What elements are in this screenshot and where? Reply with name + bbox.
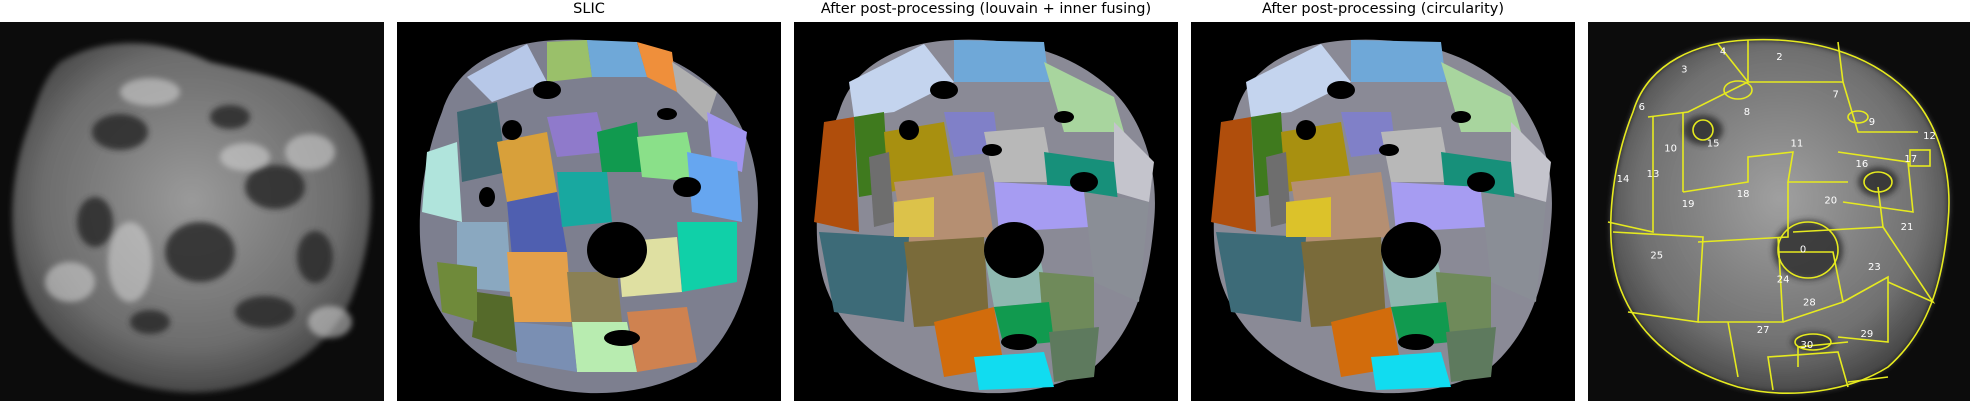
segment-label-11: 11	[1791, 139, 1804, 150]
circularity-segmentation	[1191, 22, 1575, 401]
segment-label-19: 19	[1682, 199, 1695, 210]
segment-label-6: 6	[1639, 102, 1645, 113]
boundary-overlay-image: 0 2 3 4 6 7 8 9 10 11 12 13 14 15 16 17 18 19 20 21 23 24 25 27…	[1588, 22, 1970, 401]
segment-label-20: 20	[1824, 195, 1837, 206]
segment-label-30: 30	[1801, 340, 1814, 351]
segment-label-10: 10	[1664, 144, 1677, 155]
segment-label-25: 25	[1650, 251, 1663, 262]
slic-segmentation	[397, 22, 781, 401]
segment-label-12: 12	[1923, 131, 1936, 142]
panel-original	[0, 0, 384, 401]
segment-label-13: 13	[1647, 169, 1660, 180]
segment-label-9: 9	[1869, 117, 1875, 128]
panel-overlay: 0 2 3 4 6 7 8 9 10 11 12 13 14 15 16 17 18 19 20 21 23 24 25 27…	[1588, 0, 1970, 401]
segment-label-15: 15	[1707, 139, 1720, 150]
segment-label-7: 7	[1833, 90, 1839, 101]
segment-label-14: 14	[1617, 174, 1630, 185]
panel-title	[1588, 0, 1970, 18]
segment-label-4: 4	[1720, 47, 1726, 58]
louvain-segmentation	[794, 22, 1178, 401]
panel-circularity: After post-processing (circularity)	[1191, 0, 1575, 401]
segment-label-29: 29	[1861, 329, 1874, 340]
segment-label-24: 24	[1777, 275, 1790, 286]
panel-title: After post-processing (circularity)	[1261, 1, 1505, 17]
segment-label-16: 16	[1856, 159, 1869, 170]
segment-label-23: 23	[1868, 262, 1881, 273]
segment-label-2: 2	[1776, 52, 1782, 63]
panel-title: SLIC	[573, 1, 605, 17]
segment-label-0: 0	[1800, 244, 1806, 255]
segment-label-27: 27	[1757, 325, 1770, 336]
segment-label-8: 8	[1744, 107, 1750, 118]
panel-louvain: After post-processing (louvain + inner f…	[794, 0, 1178, 401]
segment-label-17: 17	[1904, 154, 1917, 165]
panel-title	[0, 0, 384, 18]
segment-label-3: 3	[1681, 64, 1687, 75]
segment-label-18: 18	[1737, 189, 1750, 200]
panel-slic: SLIC	[397, 0, 781, 401]
segment-label-28: 28	[1803, 297, 1816, 308]
panel-title: After post-processing (louvain + inner f…	[820, 1, 1152, 17]
grayscale-image	[0, 22, 384, 401]
segment-label-21: 21	[1901, 222, 1914, 233]
